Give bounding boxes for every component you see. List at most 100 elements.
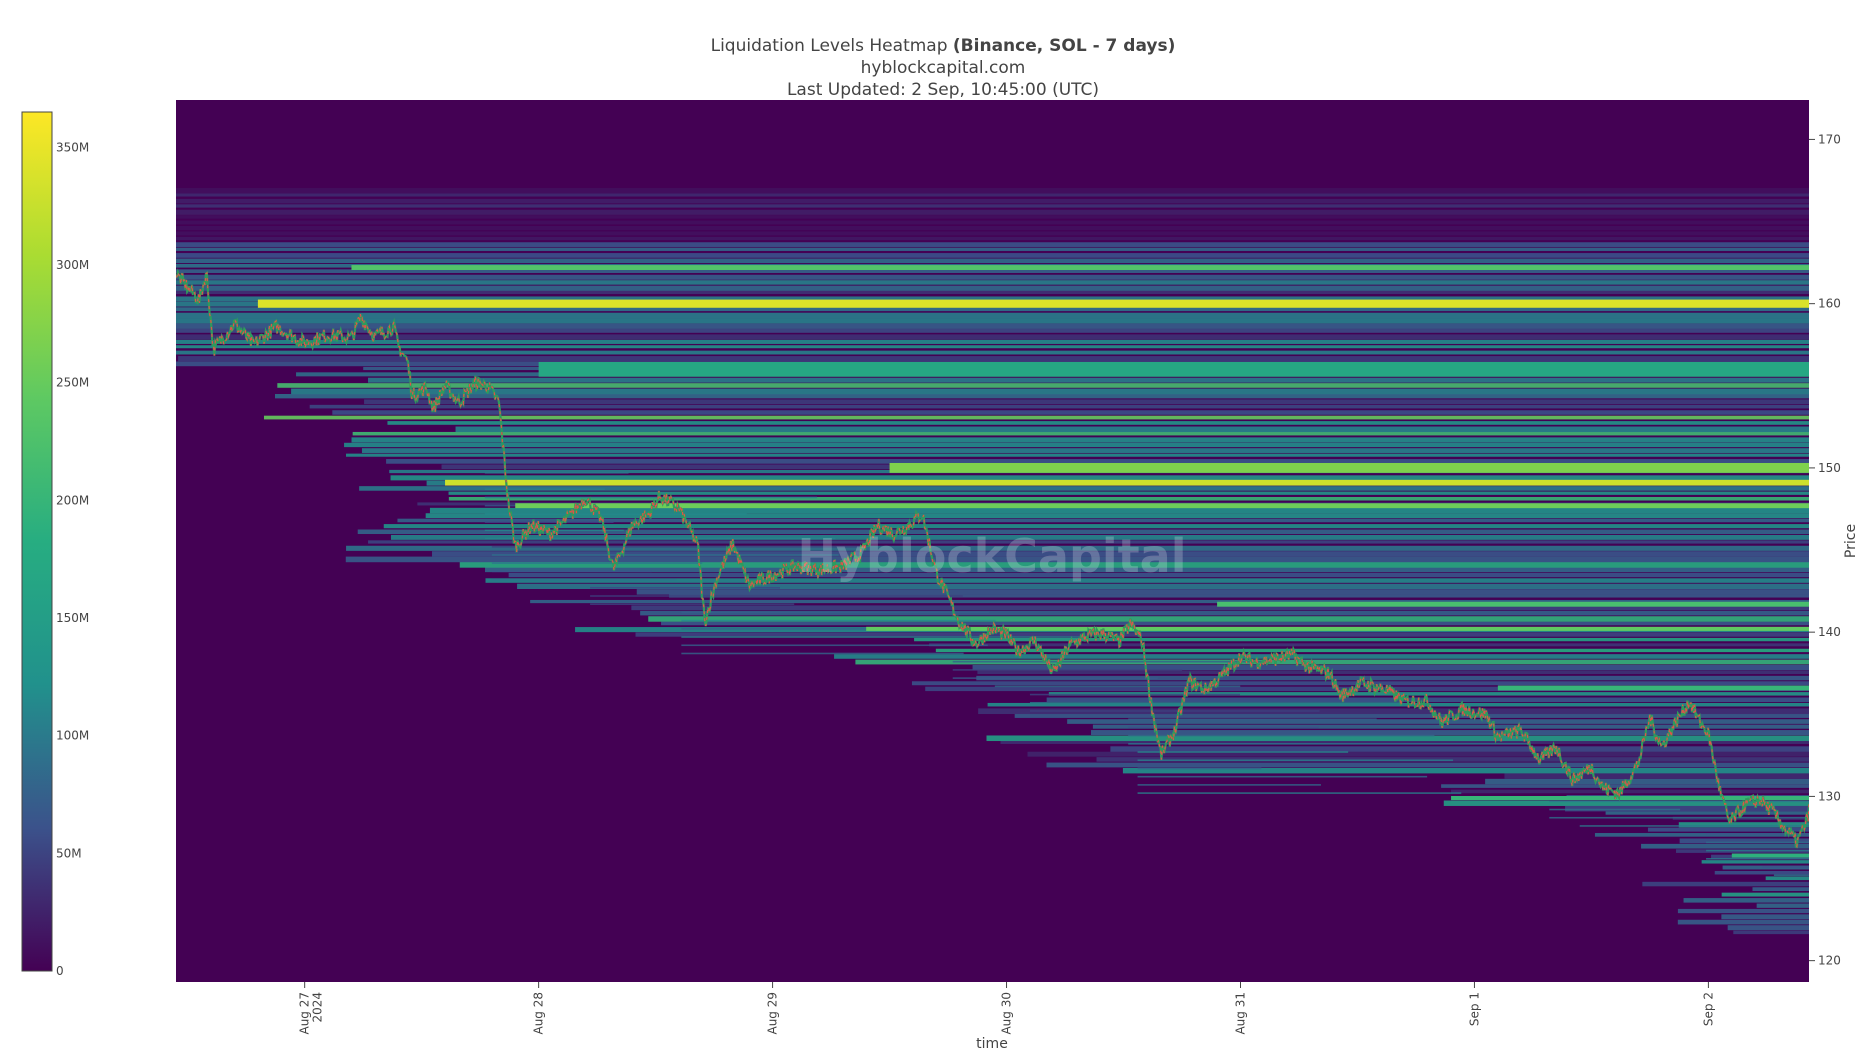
heatmap-strip bbox=[448, 491, 1809, 495]
heatmap-strip bbox=[1706, 849, 1809, 852]
heatmap-strip bbox=[491, 554, 839, 556]
heatmap-strip bbox=[176, 209, 1809, 215]
x-tick-label: Sep 2 bbox=[1701, 992, 1715, 1026]
heatmap-strip bbox=[432, 551, 1809, 557]
heatmap-strip bbox=[636, 589, 1809, 595]
heatmap-strip bbox=[681, 636, 1086, 638]
heatmap-strip bbox=[1727, 925, 1809, 931]
heatmap-strip bbox=[1549, 816, 1809, 819]
chart-subtitle-updated: Last Updated: 2 Sep, 10:45:00 (UTC) bbox=[787, 80, 1099, 100]
heatmap-strip bbox=[361, 448, 1809, 453]
x-axis-label: time bbox=[976, 1036, 1008, 1050]
heatmap-strip bbox=[274, 394, 1809, 399]
heatmap-strip bbox=[345, 556, 1809, 563]
heatmap-strip bbox=[1451, 789, 1809, 794]
y-tick-label: 140 bbox=[1818, 625, 1841, 639]
heatmap-strip bbox=[484, 496, 818, 499]
heatmap-band bbox=[538, 361, 1809, 377]
heatmap-strip bbox=[344, 442, 1809, 448]
heatmap-strip bbox=[1096, 757, 1809, 762]
heatmap-strip bbox=[1683, 898, 1809, 903]
heatmap-strip bbox=[994, 685, 1241, 688]
heatmap-strip bbox=[351, 437, 1809, 443]
heatmap-strip bbox=[176, 280, 1809, 285]
heatmap-strip bbox=[661, 621, 1809, 626]
watermark: HyblockCapital bbox=[798, 529, 1187, 583]
x-tick-label: Aug 27 bbox=[298, 992, 312, 1035]
heatmap-strip bbox=[1046, 762, 1809, 768]
heatmap-strip bbox=[1029, 701, 1403, 704]
chart-title: Liquidation Levels Heatmap (Binance, SOL… bbox=[711, 36, 1176, 56]
heatmap-strip bbox=[176, 247, 1809, 251]
heatmap-strip bbox=[484, 488, 605, 491]
heatmap-strip bbox=[176, 318, 1809, 324]
heatmap-strip bbox=[1549, 808, 1681, 811]
heatmap-strip bbox=[176, 193, 1809, 197]
y-tick-label: 150 bbox=[1818, 461, 1841, 475]
heatmap-strip bbox=[935, 648, 1809, 653]
heatmap-strip bbox=[291, 388, 1809, 395]
heatmap-strip bbox=[1756, 903, 1809, 908]
heatmap-strip bbox=[176, 204, 1809, 208]
heatmap-band bbox=[351, 265, 1809, 270]
heatmap-strip bbox=[176, 328, 1809, 333]
heatmap-strip bbox=[590, 603, 795, 606]
colorbar-tick-label: 100M bbox=[56, 729, 89, 743]
heatmap-strip bbox=[681, 652, 964, 655]
colorbar-tick-label: 50M bbox=[56, 846, 82, 860]
heatmap-strip bbox=[1000, 740, 1809, 744]
heatmap-strip bbox=[508, 572, 1809, 578]
y-tick-label: 120 bbox=[1818, 954, 1841, 968]
heatmap-strip bbox=[277, 383, 1809, 388]
heatmap-strip bbox=[1128, 743, 1531, 745]
heatmap-band bbox=[889, 462, 1809, 473]
heatmap-strip bbox=[1128, 726, 1319, 729]
x-tick-label: Aug 31 bbox=[1233, 992, 1247, 1035]
colorbar-gradient bbox=[21, 111, 53, 972]
heatmap-strip bbox=[1642, 881, 1809, 887]
heatmap-strip bbox=[176, 231, 1809, 236]
heatmap-strip bbox=[383, 524, 1809, 529]
heatmap-strip bbox=[1110, 746, 1809, 752]
heatmap-strip bbox=[176, 296, 1809, 302]
heatmap-strip bbox=[352, 431, 1809, 436]
heatmap-strip bbox=[491, 570, 652, 573]
heatmap-strip bbox=[176, 323, 1809, 329]
heatmap-strip bbox=[1048, 692, 1809, 696]
heatmap-strip bbox=[176, 339, 1809, 344]
heatmap-strip bbox=[1128, 734, 1435, 737]
heatmap-strip bbox=[972, 665, 1809, 671]
heatmap-strip bbox=[425, 513, 1809, 519]
heatmap-strip bbox=[1504, 773, 1809, 779]
colorbar: 0 50M 100M 150M 200M 250M 300M 350M bbox=[21, 111, 89, 978]
heatmap-strip bbox=[176, 198, 1809, 204]
heatmap-strip bbox=[1579, 825, 1809, 827]
heatmap-strip bbox=[952, 660, 1263, 663]
heatmap-strip bbox=[1679, 838, 1809, 844]
heatmap-strip bbox=[635, 632, 1809, 637]
heatmap-strip bbox=[1641, 843, 1809, 849]
heatmap-strip bbox=[176, 188, 1809, 194]
heatmap-strip bbox=[648, 616, 1809, 622]
heatmap-strip bbox=[387, 421, 1809, 425]
heatmap-strip bbox=[1701, 860, 1809, 864]
heatmap-strip bbox=[1752, 887, 1809, 892]
heatmap-strip bbox=[332, 410, 1809, 415]
heatmap-strip bbox=[1029, 710, 1320, 712]
heatmap-strip bbox=[176, 225, 1809, 231]
heatmap-strip bbox=[1605, 811, 1809, 815]
heatmap-strip bbox=[176, 285, 1809, 291]
heatmap-strip bbox=[1677, 919, 1809, 925]
heatmap-strip bbox=[176, 236, 1809, 241]
heatmap-strip bbox=[1137, 767, 1262, 770]
heatmap-strip bbox=[1137, 775, 1428, 778]
heatmap-strip bbox=[1677, 908, 1809, 914]
colorbar-tick-label: 150M bbox=[56, 611, 89, 625]
heatmap-strip bbox=[1773, 874, 1809, 877]
heatmap-strip bbox=[1714, 870, 1809, 875]
heatmap-strip bbox=[484, 537, 836, 540]
y-axis: 120 130 140 150 160 170 bbox=[1809, 132, 1841, 968]
heatmap-strip bbox=[1092, 724, 1809, 729]
heatmap-strip bbox=[448, 496, 1809, 501]
heatmap-strip bbox=[1029, 693, 1240, 696]
